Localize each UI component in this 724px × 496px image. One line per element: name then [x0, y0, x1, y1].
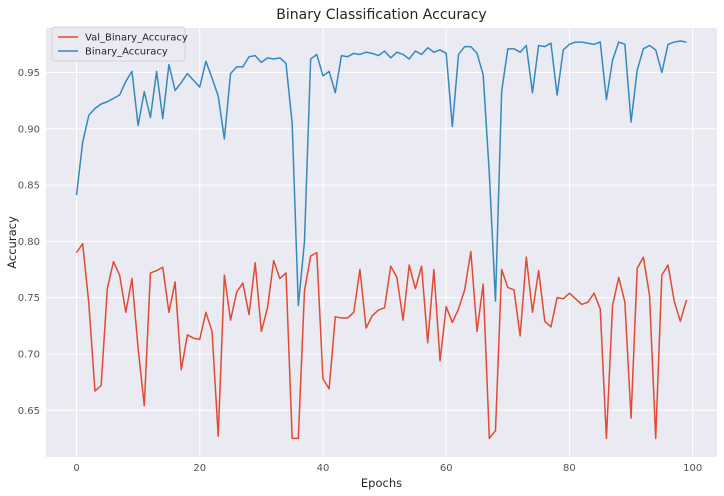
y-tick-label: 0.65 — [18, 406, 40, 417]
tick-labels: 0.65 0.70 0.75 0.80 0.85 0.90 0.95 0 20 40 60 80 100 — [18, 68, 702, 474]
legend-label-binary-accuracy: Binary_Accuracy — [85, 47, 168, 58]
plot-area — [46, 28, 717, 457]
y-tick-label: 0.85 — [18, 181, 40, 192]
x-axis-label: Epochs — [361, 476, 402, 490]
x-tick-label: 60 — [440, 463, 453, 474]
series-lines — [75, 40, 688, 440]
y-tick-label: 0.90 — [18, 124, 40, 135]
legend: Val_Binary_Accuracy Binary_Accuracy — [51, 26, 188, 62]
y-axis-label: Accuracy — [5, 216, 19, 269]
x-tick-label: 20 — [193, 463, 206, 474]
legend-box — [51, 26, 186, 62]
x-tick-label: 0 — [73, 463, 79, 474]
y-tick-label: 0.70 — [18, 349, 40, 360]
y-tick-label: 0.75 — [18, 293, 40, 304]
y-tick-label: 0.95 — [18, 68, 40, 79]
x-tick-label: 80 — [563, 463, 576, 474]
x-tick-label: 100 — [683, 463, 702, 474]
series-line-binary-accuracy — [75, 40, 687, 307]
legend-label-val-binary-accuracy: Val_Binary_Accuracy — [85, 33, 188, 44]
series-line-val-binary-accuracy — [75, 242, 688, 440]
chart-title: Binary Classification Accuracy — [276, 7, 486, 23]
grid-lines — [46, 28, 717, 457]
y-tick-label: 0.80 — [18, 237, 40, 248]
x-tick-label: 40 — [317, 463, 330, 474]
